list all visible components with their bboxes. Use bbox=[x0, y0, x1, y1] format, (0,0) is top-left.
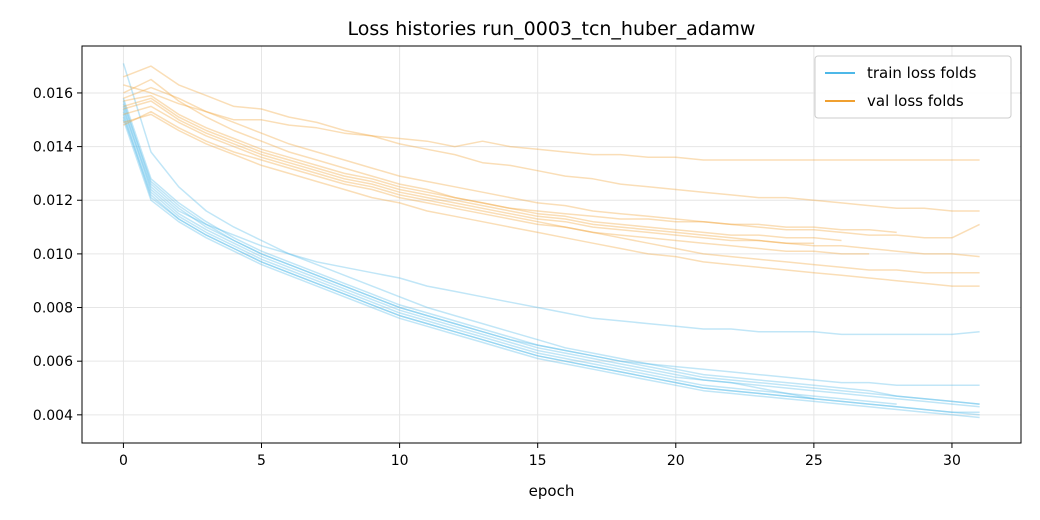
train-loss-fold-line-9 bbox=[122, 116, 980, 413]
train-loss-fold-line-4 bbox=[122, 119, 980, 419]
train-loss-fold-line-8 bbox=[122, 103, 980, 387]
axis-ticks: 0 5 10 15 20 25 30 0.004 0.006 0.008 0.010 0.012 0.0… bbox=[33, 86, 961, 469]
y-tick-label: 0.008 bbox=[33, 301, 73, 317]
legend-label-val: val loss folds bbox=[867, 92, 964, 110]
series-lines bbox=[122, 63, 980, 419]
x-tick-label: 0 bbox=[119, 453, 128, 469]
val-loss-fold-line-11 bbox=[123, 65, 980, 212]
y-tick-label: 0.014 bbox=[33, 140, 73, 156]
val-loss-fold-line-15 bbox=[123, 113, 980, 287]
train-loss-fold-line-5 bbox=[122, 100, 815, 400]
train-loss-fold-line-0 bbox=[122, 114, 980, 416]
x-tick-label: 25 bbox=[805, 453, 823, 469]
y-tick-label: 0.012 bbox=[33, 193, 73, 209]
train-loss-fold-line-3 bbox=[122, 63, 980, 405]
train-loss-fold-line-2 bbox=[122, 98, 980, 405]
x-tick-label: 15 bbox=[529, 453, 547, 469]
y-tick-label: 0.016 bbox=[33, 86, 73, 102]
chart-title: Loss histories run_0003_tcn_huber_adamw bbox=[348, 18, 756, 40]
plot-frame bbox=[81, 45, 1022, 444]
legend-box bbox=[814, 55, 1012, 119]
val-loss-fold-line-18 bbox=[123, 110, 870, 255]
y-tick-label: 0.004 bbox=[33, 408, 73, 424]
val-loss-fold-line-13 bbox=[123, 97, 980, 258]
x-axis-label: epoch bbox=[529, 482, 575, 500]
train-loss-fold-line-6 bbox=[122, 111, 897, 405]
x-tick-label: 20 bbox=[667, 453, 685, 469]
grid bbox=[82, 46, 1021, 443]
y-tick-label: 0.010 bbox=[33, 247, 73, 263]
val-loss-fold-line-14 bbox=[123, 105, 980, 274]
train-loss-fold-line-1 bbox=[122, 106, 980, 408]
legend: train loss folds val loss folds bbox=[814, 55, 1012, 119]
y-tick-label: 0.006 bbox=[33, 354, 73, 370]
x-tick-label: 30 bbox=[943, 453, 961, 469]
val-loss-fold-line-10 bbox=[123, 84, 980, 161]
x-tick-label: 5 bbox=[257, 453, 266, 469]
val-loss-fold-line-19 bbox=[123, 94, 842, 242]
val-loss-fold-line-12 bbox=[123, 86, 980, 239]
legend-label-train: train loss folds bbox=[867, 64, 977, 82]
val-loss-fold-line-16 bbox=[123, 78, 897, 234]
train-loss-fold-line-7 bbox=[122, 108, 980, 336]
val-loss-fold-line-17 bbox=[123, 100, 814, 244]
x-tick-label: 10 bbox=[391, 453, 409, 469]
